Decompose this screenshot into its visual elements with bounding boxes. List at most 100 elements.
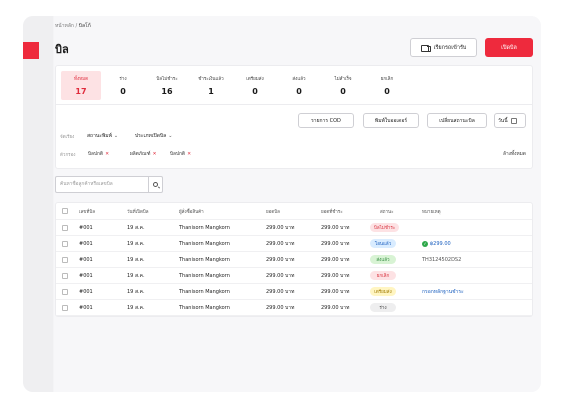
row-checkbox[interactable] — [62, 272, 68, 279]
status-tab-count: 0 — [384, 87, 390, 96]
date-value: วันนี้ — [498, 117, 508, 124]
status-badge: ร่าง — [370, 303, 396, 312]
status-tab-count: 17 — [75, 87, 87, 96]
cell-id: #001 — [79, 240, 93, 247]
status-tab-label: เตรียมส่ง — [246, 77, 264, 82]
table-row[interactable]: #001 19 ส.ค. Thanisorn Mangkorn 299.00 บาท 2… — [56, 268, 532, 284]
row-checkbox[interactable] — [62, 288, 68, 295]
row-checkbox[interactable] — [62, 304, 68, 311]
cell-date: 19 ส.ค. — [127, 256, 145, 263]
page-title: บิล — [55, 43, 69, 56]
select-all-checkbox[interactable] — [62, 208, 68, 214]
chevron-down-icon: ⌄ — [113, 133, 119, 139]
status-badge: ส่งแล้ว — [370, 255, 396, 264]
status-tab[interactable]: ไม่สำเร็จ 0 — [323, 71, 363, 100]
status-tab-count: 16 — [161, 87, 173, 96]
table-row[interactable]: #001 19 ส.ค. Thanisorn Mangkorn 299.00 บาท 2… — [56, 300, 532, 316]
cell-date: 19 ส.ค. — [127, 272, 145, 279]
calendar-icon — [510, 117, 517, 124]
filter-chip[interactable]: ผลิตภัณฑ์ ✕ — [130, 150, 157, 158]
status-tab[interactable]: ยกเลิก 0 — [367, 71, 407, 100]
column-header[interactable]: สถานะ — [380, 209, 394, 215]
row-select-cell — [62, 252, 68, 267]
search-icon — [153, 182, 158, 187]
status-tab[interactable]: ชำระเงินแล้ว 1 — [191, 71, 231, 100]
print-status-dropdown[interactable]: สถานะพิมพ์ ⌄ — [87, 132, 118, 140]
column-header[interactable]: ยอดที่ชำระ — [321, 209, 343, 215]
close-icon[interactable]: ✕ — [187, 152, 192, 157]
table-row[interactable]: #001 19 ส.ค. Thanisorn Mangkorn 299.00 บาท 2… — [56, 236, 532, 252]
search-input[interactable] — [56, 177, 148, 192]
cell-date: 19 ส.ค. — [127, 304, 145, 311]
status-tab-count: 0 — [252, 87, 258, 96]
table-row[interactable]: #001 19 ส.ค. Thanisorn Mangkorn 299.00 บาท 2… — [56, 252, 532, 268]
close-icon[interactable]: ✕ — [105, 152, 110, 157]
status-tab-count: 0 — [340, 87, 346, 96]
print-status-value: สถานะพิมพ์ — [87, 133, 112, 139]
open-bill-button[interactable]: เปิดบิล — [485, 38, 533, 57]
filter-chip-label: ผลิตภัณฑ์ — [130, 152, 151, 157]
row-checkbox[interactable] — [62, 240, 68, 247]
status-tab-label: ส่งแล้ว — [292, 77, 306, 82]
row-checkbox[interactable] — [62, 256, 68, 263]
bill-type-dropdown[interactable]: ประเภทเปิดบิล ⌄ — [135, 132, 172, 140]
cell-total: 299.00 บาท — [266, 224, 295, 231]
cell-paid: 299.00 บาท — [321, 304, 350, 311]
status-tab-label: ชำระเงินแล้ว — [198, 77, 224, 82]
status-tab-label: บิลไม่ชำระ — [156, 77, 178, 82]
print-order-button[interactable]: พิมพ์ใบออเดอร์ — [363, 113, 419, 128]
row-select-cell — [62, 236, 68, 251]
cell-id: #001 — [79, 256, 93, 263]
table-row[interactable]: #001 19 ส.ค. Thanisorn Mangkorn 299.00 บาท 2… — [56, 220, 532, 236]
sidebar-active-item[interactable] — [23, 42, 39, 59]
row-select-cell — [62, 268, 68, 283]
breadcrumb: หน้าหลัก / บิลโก้ — [55, 22, 91, 30]
status-tab[interactable]: ทั้งหมด 17 — [61, 71, 101, 100]
cell-total: 299.00 บาท — [266, 288, 295, 295]
request-pickup-button[interactable]: เรียกรถเข้ารับ — [410, 38, 477, 57]
cell-note-link[interactable]: กรอกหลักฐานชำระ — [422, 288, 464, 295]
status-tab-count: 1 — [208, 87, 214, 96]
column-header[interactable]: หมายเหตุ — [422, 209, 441, 215]
column-header[interactable]: เลขที่บิล — [79, 209, 95, 215]
sidebar — [23, 16, 53, 392]
app-window: หน้าหลัก / บิลโก้ บิล เรียกรถเข้ารับ เปิ… — [23, 16, 541, 392]
breadcrumb-home[interactable]: หน้าหลัก — [55, 23, 74, 29]
table-body: #001 19 ส.ค. Thanisorn Mangkorn 299.00 บาท 2… — [56, 220, 532, 316]
filter-panel: ทั้งหมด 17 ร่าง 0 บิลไม่ชำระ 16 ชำระเงินแล้ว 1 เ… — [55, 65, 533, 169]
table-row[interactable]: #001 19 ส.ค. Thanisorn Mangkorn 299.00 บาท 2… — [56, 284, 532, 300]
status-tab[interactable]: ร่าง 0 — [103, 71, 143, 100]
column-header[interactable]: ยอดบิล — [266, 209, 280, 215]
cell-status: ยกเลิก — [370, 268, 396, 283]
clear-all-filters-link[interactable]: ล้างทั้งหมด — [503, 152, 526, 157]
cell-note: TH3124502DS2 — [422, 256, 462, 263]
status-tab-count: 0 — [296, 87, 302, 96]
breadcrumb-separator: / — [75, 23, 78, 29]
bills-table: เลขที่บิล วันที่เปิดบิล ผู้สั่งซื้อสินค้… — [55, 202, 533, 317]
column-header[interactable]: ผู้สั่งซื้อสินค้า — [179, 209, 204, 215]
filter-chip[interactable]: บิลปกติ ✕ — [88, 150, 109, 158]
cell-customer: Thanisorn Mangkorn — [179, 224, 230, 231]
status-badge: โอนแล้ว — [370, 239, 396, 248]
status-tab-count: 0 — [120, 87, 126, 96]
cell-total: 299.00 บาท — [266, 272, 295, 279]
status-tab-label: ร่าง — [119, 77, 127, 82]
cod-list-button[interactable]: รายการ COD — [298, 113, 354, 128]
selected-filters-label: ตัวกรอง — [60, 153, 76, 158]
date-picker[interactable]: วันนี้ — [494, 113, 526, 128]
search-button[interactable] — [148, 177, 162, 192]
filter-chip[interactable]: บิลปกติ ✕ — [170, 150, 191, 158]
note-text: ฿299.00 — [430, 240, 451, 247]
cell-id: #001 — [79, 304, 93, 311]
cell-status: โอนแล้ว — [370, 236, 396, 251]
close-icon[interactable]: ✕ — [152, 152, 157, 157]
status-badge: บิลไม่ชำระ — [370, 223, 400, 232]
status-tab[interactable]: บิลไม่ชำระ 16 — [147, 71, 187, 100]
status-tab[interactable]: เตรียมส่ง 0 — [235, 71, 275, 100]
cell-total: 299.00 บาท — [266, 304, 295, 311]
cell-paid: 299.00 บาท — [321, 288, 350, 295]
row-checkbox[interactable] — [62, 224, 68, 231]
column-header[interactable]: วันที่เปิดบิล — [127, 209, 149, 215]
status-tab[interactable]: ส่งแล้ว 0 — [279, 71, 319, 100]
change-status-button[interactable]: เปลี่ยนสถานะบิล — [427, 113, 487, 128]
